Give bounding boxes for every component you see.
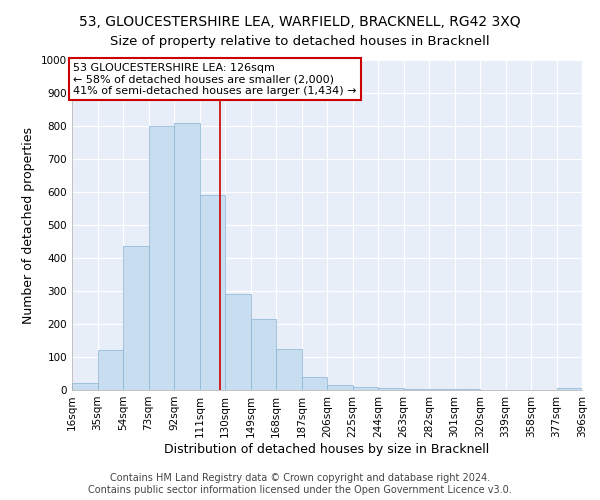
Bar xyxy=(123,246,149,390)
Bar xyxy=(302,377,327,390)
Bar xyxy=(199,196,225,390)
Text: 53, GLOUCESTERSHIRE LEA, WARFIELD, BRACKNELL, RG42 3XQ: 53, GLOUCESTERSHIRE LEA, WARFIELD, BRACK… xyxy=(79,15,521,29)
Text: Contains HM Land Registry data © Crown copyright and database right 2024.
Contai: Contains HM Land Registry data © Crown c… xyxy=(88,474,512,495)
Bar xyxy=(378,388,404,390)
Bar xyxy=(225,294,251,390)
Bar xyxy=(353,386,378,390)
Text: Size of property relative to detached houses in Bracknell: Size of property relative to detached ho… xyxy=(110,35,490,48)
Bar xyxy=(251,319,276,390)
Bar xyxy=(276,349,302,390)
Bar xyxy=(97,350,123,390)
X-axis label: Distribution of detached houses by size in Bracknell: Distribution of detached houses by size … xyxy=(164,442,490,456)
Bar xyxy=(404,389,429,390)
Bar xyxy=(327,385,353,390)
Bar xyxy=(557,388,582,390)
Y-axis label: Number of detached properties: Number of detached properties xyxy=(22,126,35,324)
Text: 53 GLOUCESTERSHIRE LEA: 126sqm
← 58% of detached houses are smaller (2,000)
41% : 53 GLOUCESTERSHIRE LEA: 126sqm ← 58% of … xyxy=(73,62,357,96)
Bar xyxy=(72,384,97,390)
Bar xyxy=(149,126,174,390)
Bar xyxy=(174,122,199,390)
